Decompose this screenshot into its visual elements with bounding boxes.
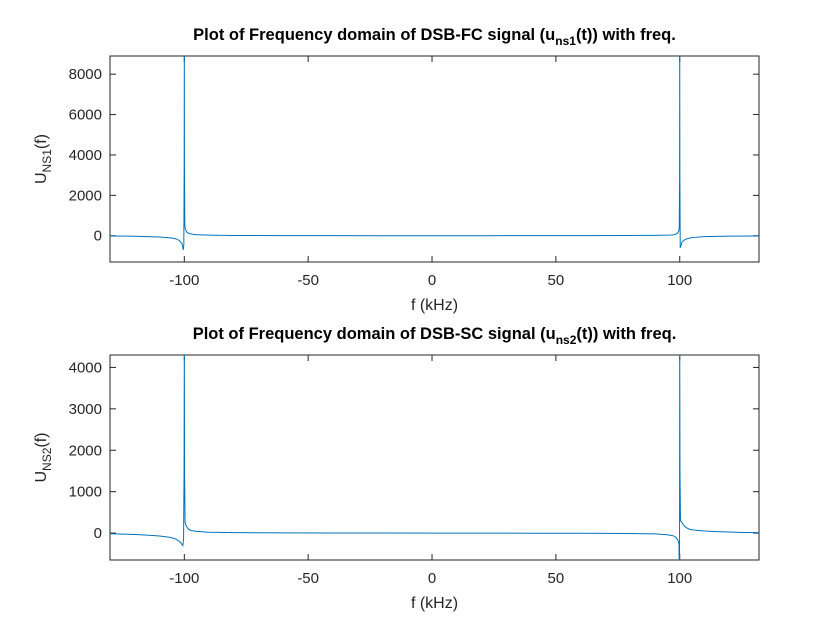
x-tick-label: 50 bbox=[548, 570, 565, 587]
y-tick-label: 4000 bbox=[69, 359, 102, 376]
y-tick-label: 0 bbox=[94, 228, 102, 245]
x-tick-label: -50 bbox=[297, 570, 319, 587]
plot-area bbox=[109, 354, 760, 561]
x-axis-label: f (kHz) bbox=[411, 297, 458, 314]
y-axis-label: UNS2(f) bbox=[33, 432, 54, 482]
plot-area bbox=[109, 55, 760, 263]
y-tick-label: 3000 bbox=[69, 401, 102, 418]
x-tick-label: -100 bbox=[169, 272, 199, 289]
x-tick-label: 50 bbox=[548, 272, 565, 289]
x-axis-label: f (kHz) bbox=[411, 595, 458, 612]
y-tick-label: 2000 bbox=[69, 187, 102, 204]
x-tick-label: 0 bbox=[428, 272, 436, 289]
y-tick-label: 2000 bbox=[69, 442, 102, 459]
x-tick-label: 0 bbox=[428, 570, 436, 587]
y-tick-label: 6000 bbox=[69, 107, 102, 124]
series-line-1 bbox=[110, 355, 759, 560]
y-tick-label: 0 bbox=[94, 525, 102, 542]
series-line-1 bbox=[110, 56, 759, 250]
subplot-1: -100 -50 0 50 100 0 2000 4000 6000 8000 Plot of Fr… bbox=[33, 26, 760, 314]
y-tick-label: 8000 bbox=[69, 66, 102, 83]
x-tick-label: 100 bbox=[667, 272, 692, 289]
x-tick-label: -100 bbox=[169, 570, 199, 587]
x-tick-label: 100 bbox=[667, 570, 692, 587]
chart-title: Plot of Frequency domain of DSB-FC signa… bbox=[193, 26, 676, 48]
y-tick-label: 4000 bbox=[69, 147, 102, 164]
y-axis-label: UNS1(f) bbox=[33, 134, 54, 184]
x-tick-label: -50 bbox=[297, 272, 319, 289]
chart-title: Plot of Frequency domain of DSB-SC signa… bbox=[193, 325, 677, 347]
y-tick-label: 1000 bbox=[69, 484, 102, 501]
